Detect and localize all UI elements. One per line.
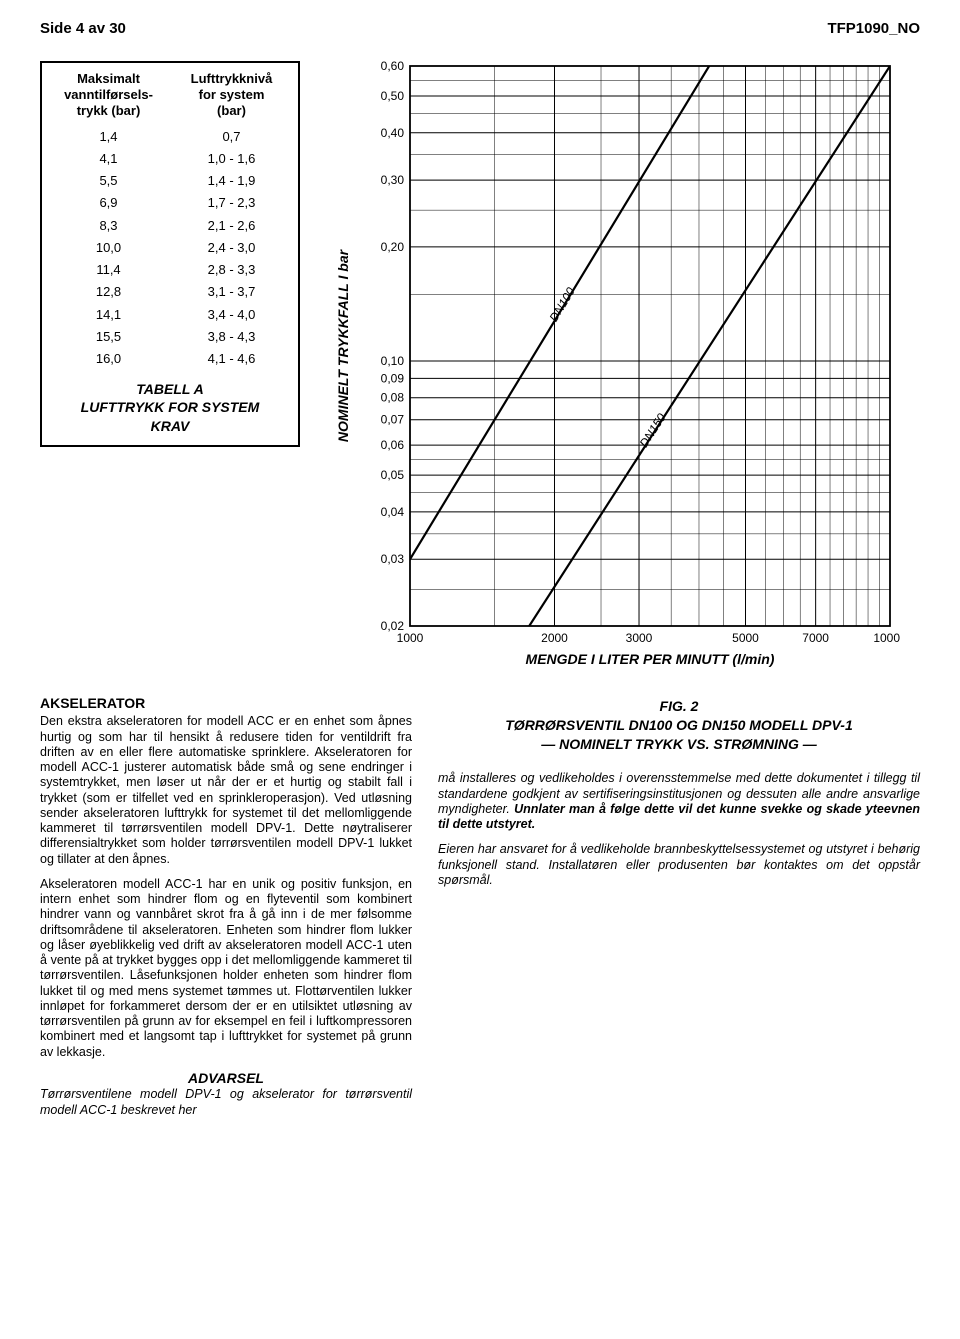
table-cell: 3,1 - 3,7 — [170, 281, 293, 303]
pressure-table: Maksimalt vanntilførsels- trykk (bar) Lu… — [47, 69, 293, 371]
col2-h1: Lufttrykknivå — [191, 71, 273, 86]
fig-sub: — NOMINELT TRYKK VS. STRØMNING — — [541, 736, 817, 752]
advarsel-p2: må installeres og vedlikeholdes i overen… — [438, 771, 920, 832]
pressure-table-body: 1,40,74,11,0 - 1,65,51,4 - 1,96,91,7 - 2… — [47, 126, 293, 371]
body-col-left: AKSELERATOR Den ekstra akseleratoren for… — [40, 695, 412, 1118]
akselerator-heading: AKSELERATOR — [40, 695, 412, 713]
table-row: 10,02,4 - 3,0 — [47, 237, 293, 259]
table-cell: 3,4 - 4,0 — [170, 304, 293, 326]
table-cell: 15,5 — [47, 326, 170, 348]
svg-text:0,08: 0,08 — [381, 390, 405, 404]
body-col-right: FIG. 2 TØRRØRSVENTIL DN100 OG DN150 MODE… — [438, 695, 920, 1118]
svg-text:MENGDE I LITER PER MINUTT (l/m: MENGDE I LITER PER MINUTT (l/min) — [526, 651, 775, 667]
table-cell: 3,8 - 4,3 — [170, 326, 293, 348]
akselerator-p2: Akseleratoren modell ACC-1 har en unik o… — [40, 877, 412, 1060]
col1-header: Maksimalt vanntilførsels- trykk (bar) — [47, 69, 170, 126]
table-cell: 11,4 — [47, 259, 170, 281]
svg-text:5000: 5000 — [732, 631, 759, 645]
caption-l3: KRAV — [151, 418, 190, 434]
col2-h2: for system — [199, 87, 265, 102]
col1-h1: Maksimalt — [77, 71, 140, 86]
pressure-table-box: Maksimalt vanntilførsels- trykk (bar) Lu… — [40, 61, 300, 447]
table-row: 14,13,4 - 4,0 — [47, 304, 293, 326]
advarsel-p3: Eieren har ansvaret for å vedlikeholde b… — [438, 842, 920, 888]
svg-text:0,07: 0,07 — [381, 412, 405, 426]
table-cell: 8,3 — [47, 215, 170, 237]
svg-text:0,60: 0,60 — [381, 61, 405, 73]
table-row: 4,11,0 - 1,6 — [47, 148, 293, 170]
col2-header: Lufttrykknivå for system (bar) — [170, 69, 293, 126]
left-column: Maksimalt vanntilførsels- trykk (bar) Lu… — [40, 61, 300, 681]
table-cell: 4,1 - 4,6 — [170, 348, 293, 370]
svg-text:7000: 7000 — [802, 631, 829, 645]
svg-text:0,06: 0,06 — [381, 438, 405, 452]
table-cell: 6,9 — [47, 192, 170, 214]
svg-text:2000: 2000 — [541, 631, 568, 645]
svg-text:0,50: 0,50 — [381, 89, 405, 103]
caption-l1: TABELL A — [136, 381, 203, 397]
table-cell: 1,0 - 1,6 — [170, 148, 293, 170]
table-row: 15,53,8 - 4,3 — [47, 326, 293, 348]
table-cell: 2,4 - 3,0 — [170, 237, 293, 259]
table-row: 1,40,7 — [47, 126, 293, 148]
right-column: 0,60 0,50 0,40 0,30 0,20 0,10 0,09 0,08 0,07 0,06… — [330, 61, 920, 681]
table-cell: 10,0 — [47, 237, 170, 259]
svg-text:1000: 1000 — [397, 631, 424, 645]
body-row: AKSELERATOR Den ekstra akseleratoren for… — [40, 695, 920, 1118]
svg-text:0,04: 0,04 — [381, 505, 405, 519]
col1-h2: vanntilførsels- — [64, 87, 153, 102]
top-row: Maksimalt vanntilførsels- trykk (bar) Lu… — [40, 61, 920, 681]
table-cell: 14,1 — [47, 304, 170, 326]
fig-title: TØRRØRSVENTIL DN100 OG DN150 MODELL DPV-… — [505, 717, 852, 733]
table-cell: 2,8 - 3,3 — [170, 259, 293, 281]
advarsel-p1: Tørrørsventilene modell DPV-1 og akseler… — [40, 1087, 412, 1118]
svg-text:0,05: 0,05 — [381, 468, 405, 482]
pressure-chart: 0,60 0,50 0,40 0,30 0,20 0,10 0,09 0,08 0,07 0,06… — [330, 61, 900, 681]
page-number: Side 4 av 30 — [40, 20, 126, 39]
table-caption: TABELL A LUFTTRYKK FOR SYSTEM KRAV — [47, 380, 293, 435]
table-row: 5,51,4 - 1,9 — [47, 170, 293, 192]
akselerator-p1: Den ekstra akseleratoren for modell ACC … — [40, 714, 412, 867]
svg-text:10000: 10000 — [873, 631, 900, 645]
svg-text:0,09: 0,09 — [381, 371, 405, 385]
table-row: 16,04,1 - 4,6 — [47, 348, 293, 370]
fig-num: FIG. 2 — [660, 698, 699, 714]
chart-wrap: 0,60 0,50 0,40 0,30 0,20 0,10 0,09 0,08 0,07 0,06… — [330, 61, 900, 681]
svg-text:DN100: DN100 — [546, 284, 578, 323]
table-cell: 16,0 — [47, 348, 170, 370]
table-row: 11,42,8 - 3,3 — [47, 259, 293, 281]
table-cell: 1,4 — [47, 126, 170, 148]
table-row: 8,32,1 - 2,6 — [47, 215, 293, 237]
table-cell: 2,1 - 2,6 — [170, 215, 293, 237]
chart-caption: FIG. 2 TØRRØRSVENTIL DN100 OG DN150 MODE… — [438, 697, 920, 754]
advarsel-heading: ADVARSEL — [40, 1070, 412, 1088]
svg-text:0,20: 0,20 — [381, 240, 405, 254]
svg-text:0,40: 0,40 — [381, 126, 405, 140]
col1-h3: trykk (bar) — [77, 103, 141, 118]
svg-text:NOMINELT TRYKKFALL I bar: NOMINELT TRYKKFALL I bar — [335, 248, 351, 442]
caption-l2: LUFTTRYKK FOR SYSTEM — [81, 399, 260, 415]
table-cell: 12,8 — [47, 281, 170, 303]
svg-text:0,10: 0,10 — [381, 354, 405, 368]
table-row: 6,91,7 - 2,3 — [47, 192, 293, 214]
doc-id: TFP1090_NO — [827, 20, 920, 39]
svg-text:3000: 3000 — [626, 631, 653, 645]
col2-h3: (bar) — [217, 103, 246, 118]
svg-text:DN150: DN150 — [637, 410, 669, 449]
table-cell: 1,4 - 1,9 — [170, 170, 293, 192]
svg-text:0,03: 0,03 — [381, 552, 405, 566]
table-cell: 5,5 — [47, 170, 170, 192]
page-header: Side 4 av 30 TFP1090_NO — [40, 20, 920, 39]
table-cell: 1,7 - 2,3 — [170, 192, 293, 214]
table-cell: 4,1 — [47, 148, 170, 170]
table-row: 12,83,1 - 3,7 — [47, 281, 293, 303]
table-cell: 0,7 — [170, 126, 293, 148]
svg-text:0,30: 0,30 — [381, 173, 405, 187]
